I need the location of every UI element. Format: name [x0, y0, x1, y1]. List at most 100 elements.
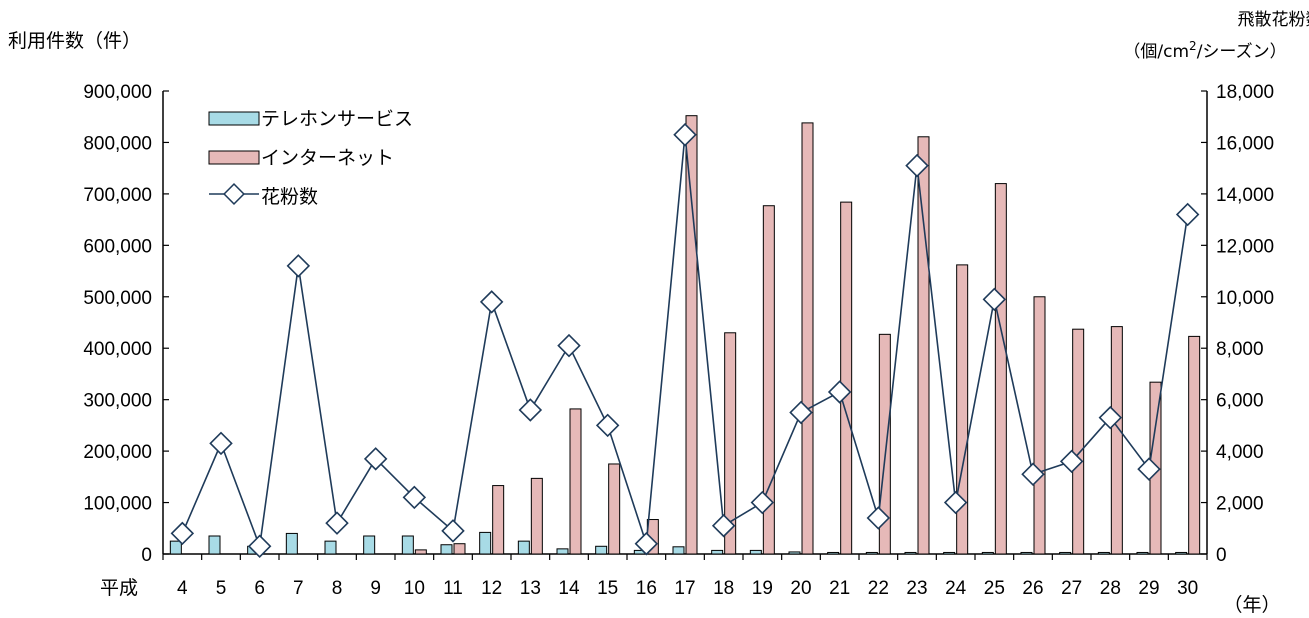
pollen-point	[827, 380, 852, 404]
pollen-point	[479, 290, 504, 314]
bar-telephone	[788, 551, 801, 555]
x-tick-label: 11	[443, 578, 463, 599]
bar-telephone	[401, 535, 414, 555]
bar-internet	[724, 332, 737, 555]
pollen-point	[595, 413, 620, 438]
bar-telephone	[595, 545, 608, 555]
pollen-point	[209, 431, 233, 456]
legend-marker-pollen	[223, 183, 245, 205]
bar-telephone	[517, 540, 530, 555]
right-tick-label: 16,000	[1216, 133, 1274, 154]
pollen-point	[518, 398, 543, 422]
pollen-point	[557, 333, 581, 358]
legend-label-telephone: テレホンサービス	[261, 108, 413, 130]
left-tick-label: 200,000	[83, 442, 152, 463]
pollen-point	[1137, 457, 1161, 481]
right-tick-label: 10,000	[1216, 288, 1274, 309]
pollen-point	[866, 506, 891, 530]
bar-internet	[1110, 326, 1123, 555]
pollen-point	[673, 122, 697, 147]
bar-telephone	[1175, 551, 1188, 555]
bar-internet	[685, 115, 698, 555]
right-tick-label: 6,000	[1216, 391, 1264, 412]
x-tick-label: 4	[177, 578, 188, 599]
left-tick-label: 100,000	[83, 494, 152, 515]
pollen-point	[170, 521, 195, 546]
bar-telephone	[865, 551, 878, 555]
left-tick-label: 700,000	[83, 185, 152, 206]
bar-internet	[762, 205, 775, 555]
pollen-point	[711, 513, 736, 538]
legend-label-pollen: 花粉数	[261, 186, 318, 208]
x-tick-label: 24	[945, 578, 967, 599]
pollen-point	[363, 447, 388, 471]
x-tick-label: 13	[520, 578, 541, 599]
right-axis-label: 飛散花粉数	[1238, 10, 1309, 30]
bar-internet	[492, 485, 505, 555]
bar-telephone	[749, 549, 762, 555]
x-tick-label: 22	[868, 578, 889, 599]
pollen-point	[943, 490, 968, 515]
x-tick-label: 30	[1177, 578, 1198, 599]
left-tick-label: 400,000	[83, 339, 152, 360]
era-label: 平成	[100, 577, 138, 599]
right-axis-unit: （個/cm2/シーズン）	[1123, 39, 1286, 62]
x-tick-label: 23	[906, 578, 927, 599]
x-tick-label: 27	[1061, 578, 1082, 599]
bar-telephone	[285, 532, 298, 555]
pollen-point	[1175, 202, 1200, 227]
legend-label-internet: インターネット	[261, 147, 394, 169]
bar-telephone	[1059, 551, 1072, 555]
bar-telephone	[943, 551, 956, 555]
pollen-point	[1021, 462, 1045, 486]
bar-telephone	[827, 551, 840, 555]
axes: 0 100,000 200,000 300,000 400,000 500,000 600,…	[83, 82, 1274, 599]
x-tick-label: 20	[790, 578, 811, 599]
x-tick-label: 18	[713, 578, 734, 599]
bar-telephone	[672, 546, 685, 555]
bar-internet	[1033, 296, 1046, 555]
pollen-point	[402, 485, 427, 510]
right-axis-unit-suffix: /シーズン）	[1197, 42, 1287, 62]
pollen-point	[789, 400, 813, 425]
x-tick-label: 25	[984, 578, 1005, 599]
x-tick-label: 15	[597, 578, 618, 599]
legend-swatch-telephone	[208, 111, 260, 126]
left-axis-label: 利用件数（件）	[8, 30, 141, 52]
bar-telephone	[904, 551, 917, 555]
pollen-point	[1098, 405, 1123, 430]
x-tick-label: 14	[558, 578, 580, 599]
bar-internet	[956, 264, 969, 555]
x-tick-label: 16	[636, 578, 657, 599]
pollen-point	[982, 287, 1007, 312]
legend: テレホンサービス インターネット 花粉数	[208, 108, 413, 208]
bar-telephone	[324, 540, 337, 555]
bar-internet	[1188, 335, 1201, 555]
pollen-point	[750, 490, 775, 515]
left-tick-label: 800,000	[83, 133, 152, 154]
bar-internet	[994, 183, 1007, 555]
x-tick-label: 28	[1100, 578, 1121, 599]
bar-internet	[608, 463, 621, 555]
x-tick-label: 21	[829, 578, 850, 599]
x-tick-label: 26	[1022, 578, 1043, 599]
legend-swatch-internet	[208, 150, 260, 165]
pollen-point	[441, 519, 465, 543]
bar-telephone	[440, 544, 453, 555]
bar-telephone	[1020, 551, 1033, 555]
bar-internet	[878, 333, 891, 555]
x-axis-label: （年）	[1223, 594, 1280, 616]
bar-internet	[1072, 328, 1085, 555]
bar-internet	[801, 122, 814, 555]
pollen-point	[247, 534, 272, 559]
pollen-point	[905, 153, 929, 178]
bar-internet	[414, 549, 427, 555]
bar-telephone	[1136, 551, 1149, 555]
right-tick-label: 4,000	[1216, 442, 1264, 463]
left-tick-label: 0	[141, 545, 152, 566]
x-tick-label: 12	[481, 578, 502, 599]
bar-telephone	[711, 549, 724, 555]
left-tick-label: 500,000	[83, 288, 152, 309]
x-tick-label: 29	[1138, 578, 1159, 599]
